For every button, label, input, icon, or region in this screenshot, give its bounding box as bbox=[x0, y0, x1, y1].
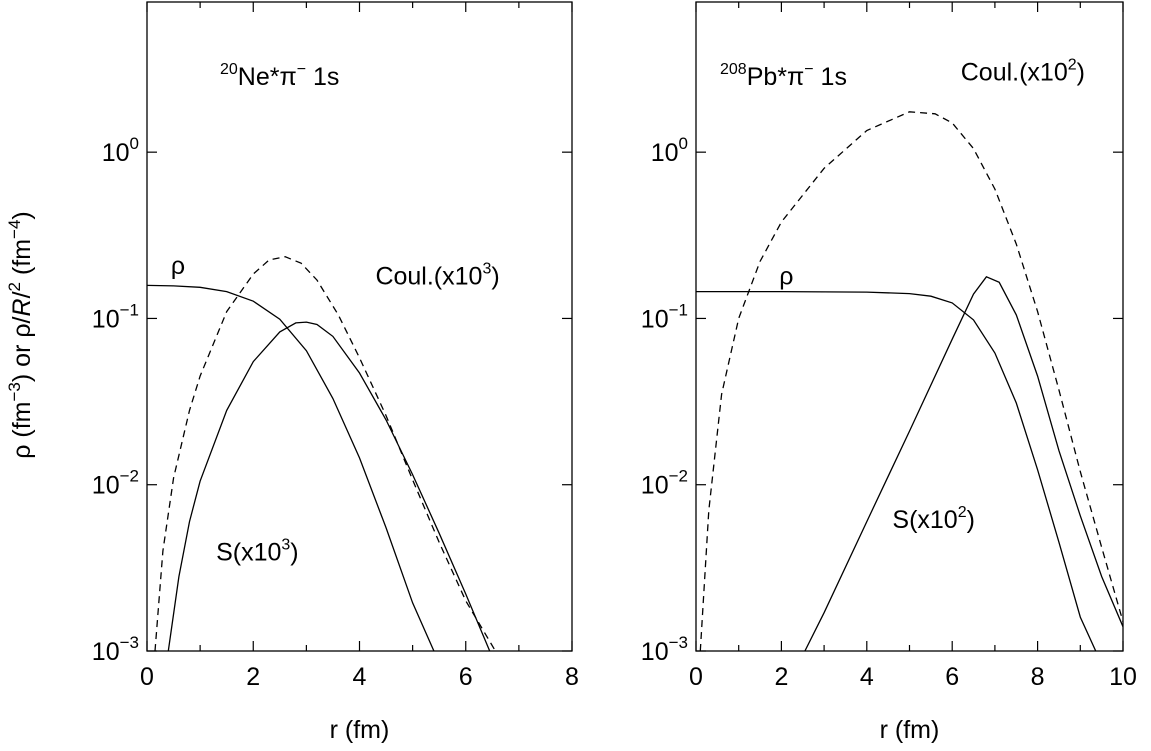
x-tick-label: 0 bbox=[689, 663, 703, 691]
panel-title: 20Ne*π− 1s bbox=[220, 61, 339, 91]
x-tick-label: 4 bbox=[353, 663, 367, 691]
curve-label: ρ bbox=[171, 252, 185, 280]
y-tick-label: 10−1 bbox=[92, 300, 139, 333]
x-tick-label: 8 bbox=[1031, 663, 1045, 691]
x-axis-label: r (fm) bbox=[880, 716, 940, 744]
series-line bbox=[699, 111, 1123, 651]
x-tick-label: 6 bbox=[945, 663, 959, 691]
series-line bbox=[804, 276, 1123, 651]
series-line bbox=[167, 321, 491, 651]
panel-title: 208Pb*π− 1s bbox=[720, 61, 847, 91]
series-line bbox=[696, 290, 1097, 651]
y-tick-label: 10−1 bbox=[641, 300, 688, 333]
plot-frame bbox=[695, 1, 1124, 652]
right-panel-pb208: 0 2 4 6 8 10 100 10−1 10−2 10−3 r (fm) 208Pb*π− 1s ρ… bbox=[641, 1, 1137, 744]
y-tick-label: 10−2 bbox=[92, 467, 139, 500]
y-tick-label: 100 bbox=[102, 134, 139, 167]
curve-label: Coul.(x102) bbox=[961, 56, 1085, 86]
y-tick-label: 10−3 bbox=[641, 633, 688, 666]
y-tick-label: 10−3 bbox=[92, 633, 139, 666]
x-tick-label: 6 bbox=[459, 663, 473, 691]
curve-label: S(x103) bbox=[216, 537, 299, 567]
x-tick-label: 8 bbox=[565, 663, 579, 691]
x-tick-label: 4 bbox=[860, 663, 874, 691]
left-panel-ne20: 0 2 4 6 8 100 10−1 10−2 10−3 r (fm) 20Ne*π− 1s ρ Cou… bbox=[92, 1, 579, 744]
curve-label: Coul.(x103) bbox=[375, 261, 499, 291]
plot-frame bbox=[146, 1, 573, 652]
x-tick-label: 0 bbox=[140, 663, 154, 691]
curve-label: ρ bbox=[779, 263, 793, 291]
series-line bbox=[147, 284, 435, 651]
y-tick-label: 10−2 bbox=[641, 467, 688, 500]
y-axis-label: ρ (fm−3) or ρ/R/2 (fm−4) bbox=[5, 211, 36, 459]
x-axis-label: r (fm) bbox=[330, 716, 390, 744]
series-line bbox=[154, 256, 497, 651]
y-tick-label: 100 bbox=[651, 134, 688, 167]
x-tick-label: 2 bbox=[774, 663, 788, 691]
curve-label: S(x102) bbox=[892, 504, 975, 534]
x-tick-label: 2 bbox=[246, 663, 260, 691]
x-tick-label: 10 bbox=[1109, 663, 1137, 691]
